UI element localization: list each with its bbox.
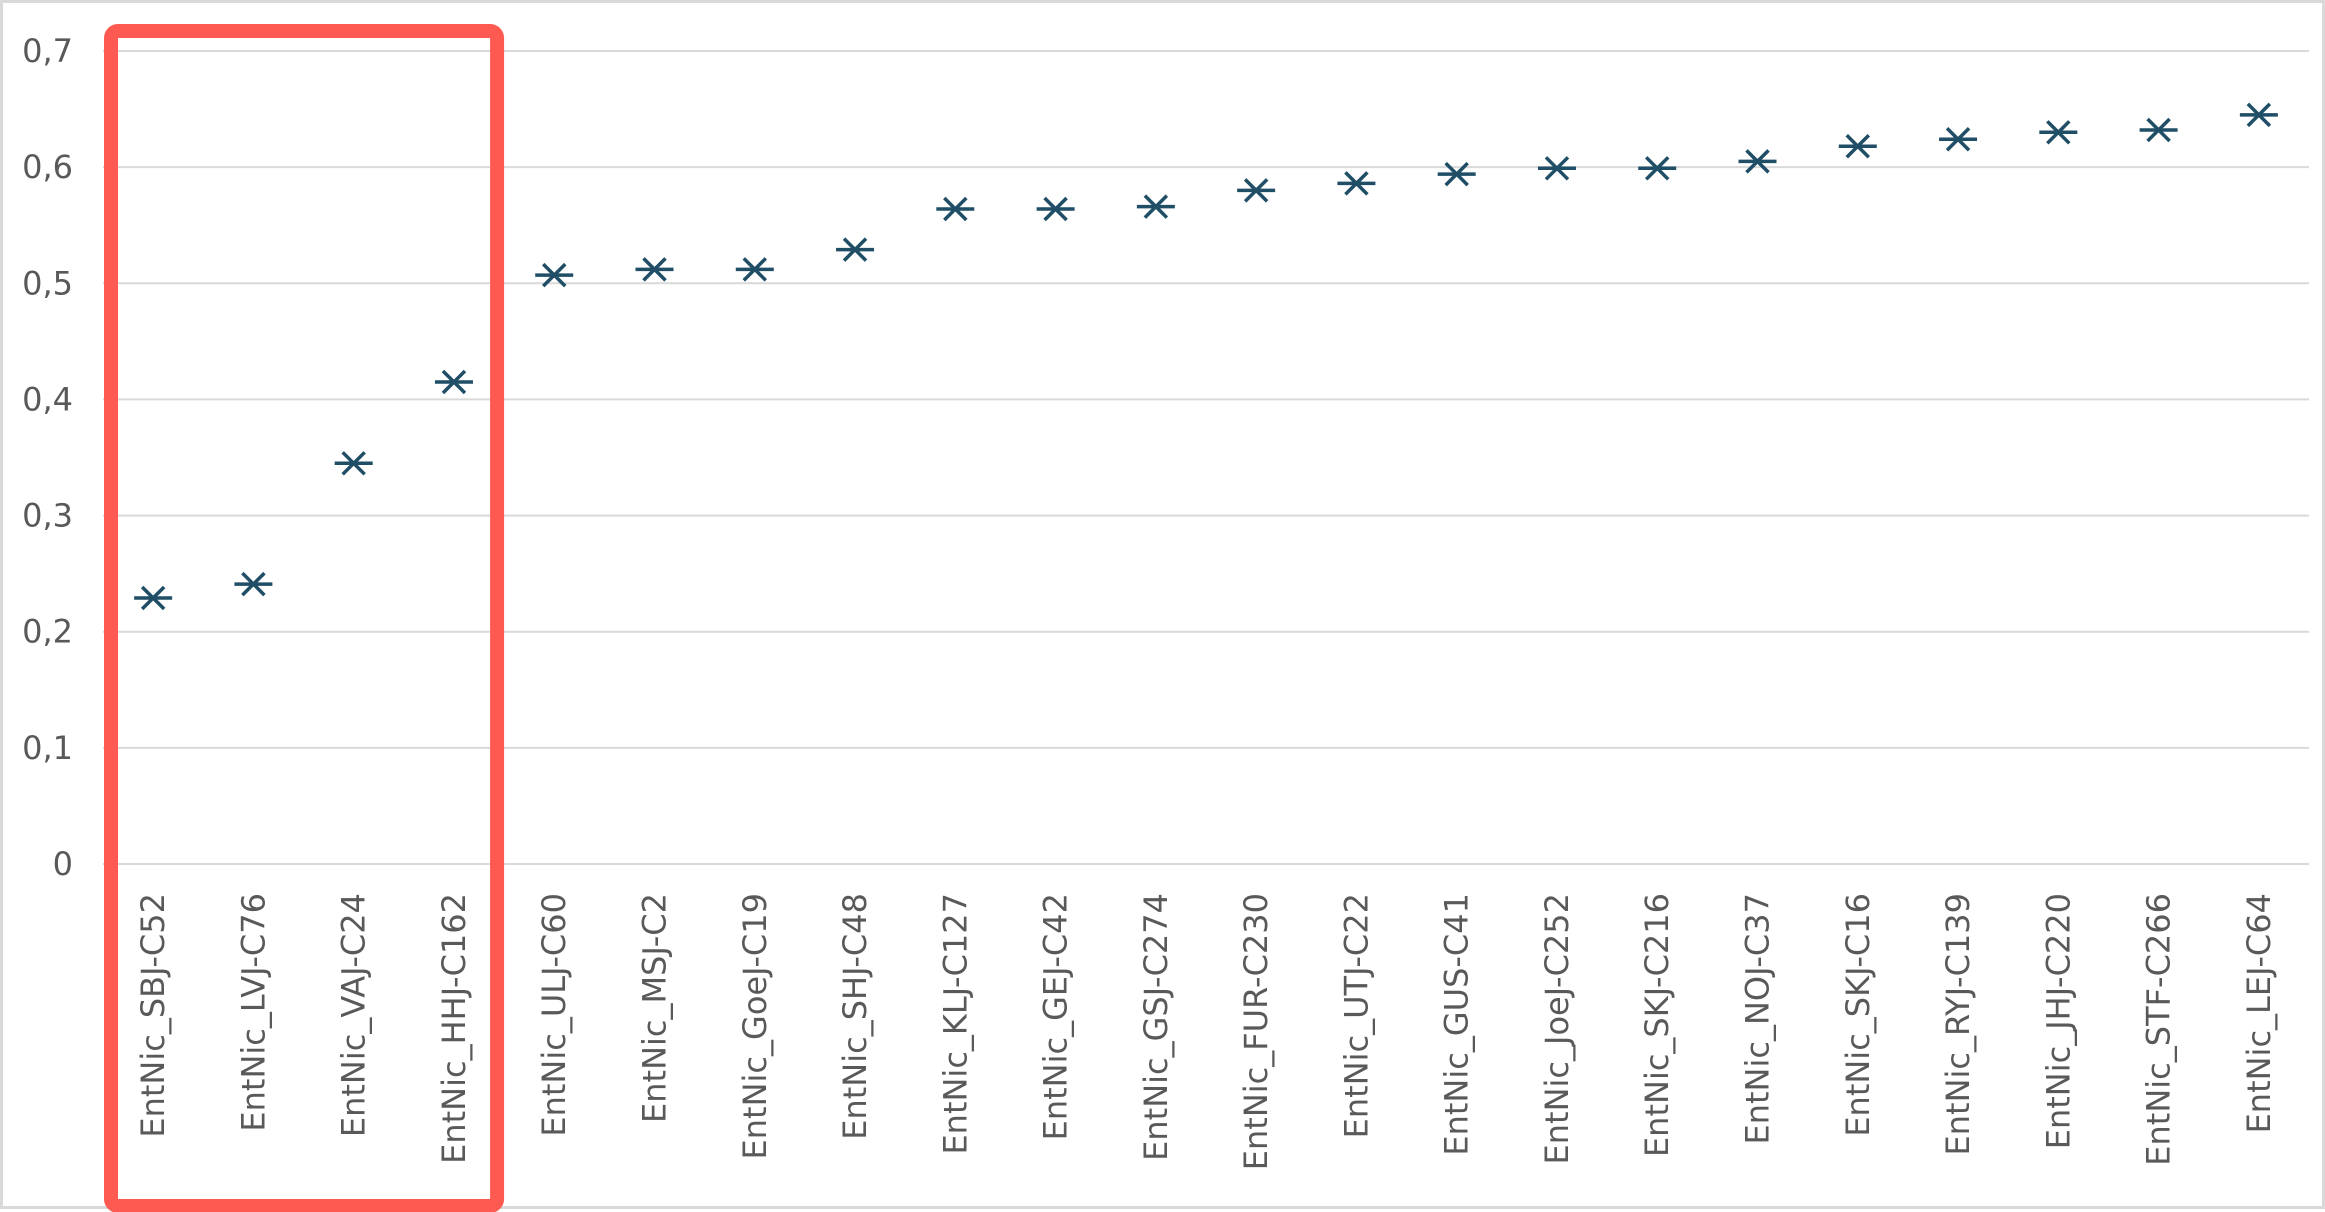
data-point-marker — [2139, 117, 2178, 143]
x-category-label: EntNic_SKJ-C216 — [1638, 893, 1676, 1157]
data-point-marker — [1437, 161, 1476, 187]
data-point-marker — [836, 237, 875, 262]
data-point-marker — [2239, 102, 2278, 128]
x-category-label: EntNic_RYJ-C139 — [1939, 893, 1977, 1155]
data-point-marker — [1337, 171, 1376, 196]
x-category-label: EntNic_GUS-C41 — [1438, 893, 1476, 1156]
data-point-marker — [134, 585, 173, 611]
x-category-label: EntNic_UTJ-C22 — [1337, 893, 1375, 1138]
data-point-marker — [1237, 178, 1276, 203]
data-point-marker — [1136, 194, 1175, 219]
data-point-marker — [234, 571, 273, 597]
x-category-label: EntNic_HHJ-C162 — [435, 893, 473, 1164]
y-tick-label: 0,4 — [22, 380, 73, 418]
x-category-label: EntNic_SBJ-C52 — [134, 893, 172, 1138]
highlight-box — [104, 24, 505, 1212]
data-point-marker — [434, 369, 473, 395]
data-point-marker — [1738, 149, 1777, 174]
x-category-label: EntNic_NOJ-C37 — [1739, 893, 1777, 1145]
y-tick-label: 0 — [53, 845, 73, 883]
x-category-label: EntNic_GSJ-C274 — [1137, 893, 1175, 1161]
gridlines — [103, 50, 2309, 865]
data-point-marker — [1036, 196, 1075, 222]
x-category-label: EntNic_SKJ-C16 — [1839, 893, 1877, 1137]
x-category-label: EntNic_LEJ-C64 — [2240, 893, 2278, 1133]
x-category-label: EntNic_JoeJ-C252 — [1538, 893, 1576, 1164]
y-tick-label: 0,2 — [22, 613, 73, 651]
data-point-marker — [1638, 156, 1677, 181]
scatter-chart: 00,10,20,30,40,50,60,7 EntNic_SBJ-C52 Ent… — [22, 24, 2309, 1212]
x-category-label: EntNic_VAJ-C24 — [335, 893, 373, 1137]
y-axis-tick-labels: 0 0,1 0,2 0,3 0,4 0,5 0,6 0,7 — [22, 32, 73, 883]
x-category-label: EntNic_LVJ-C76 — [234, 893, 272, 1132]
data-point-marker — [735, 257, 774, 282]
data-point-marker — [635, 257, 674, 282]
data-markers — [134, 102, 2278, 611]
x-category-label: EntNic_SHJ-C48 — [836, 893, 874, 1140]
data-point-marker — [936, 196, 975, 222]
x-category-label: EntNic_STF-C266 — [2140, 893, 2178, 1166]
y-tick-label: 0,1 — [22, 729, 73, 767]
data-point-marker — [535, 262, 574, 288]
x-category-label: EntNic_KLJ-C127 — [936, 893, 974, 1155]
data-point-marker — [1537, 156, 1576, 181]
y-tick-label: 0,7 — [22, 32, 73, 70]
data-point-marker — [2039, 120, 2078, 145]
x-category-label: EntNic_MSJ-C2 — [636, 893, 674, 1123]
x-axis-category-labels: EntNic_SBJ-C52 EntNic_LVJ-C76 EntNic_VAJ-C… — [134, 893, 2278, 1170]
data-point-marker — [334, 451, 373, 476]
x-category-label: EntNic_GEJ-C42 — [1037, 893, 1075, 1140]
data-point-marker — [1939, 127, 1978, 152]
y-tick-label: 0,6 — [22, 148, 73, 186]
x-category-label: EntNic_GoeJ-C19 — [736, 893, 774, 1159]
x-category-label: EntNic_ULJ-C60 — [535, 893, 573, 1137]
y-tick-label: 0,3 — [22, 497, 73, 535]
data-point-marker — [1838, 133, 1877, 159]
x-category-label: EntNic_FUR-C230 — [1237, 893, 1275, 1170]
x-category-label: EntNic_JHJ-C220 — [2039, 893, 2077, 1149]
y-tick-label: 0,5 — [22, 264, 73, 302]
highlight-rectangle — [104, 24, 505, 1212]
